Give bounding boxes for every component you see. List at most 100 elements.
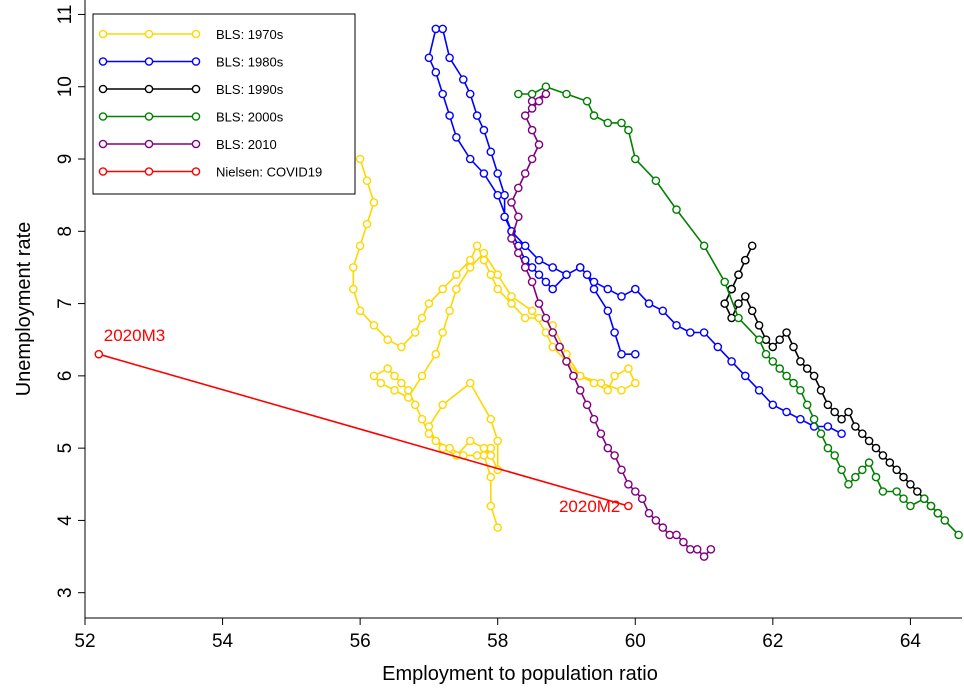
data-point [452, 270, 461, 280]
data-point [403, 393, 413, 402]
data-point [534, 96, 544, 106]
data-point [555, 342, 564, 352]
data-point [796, 385, 805, 395]
legend-box [92, 13, 356, 195]
data-point [837, 429, 846, 439]
data-point [479, 169, 489, 178]
data-point [486, 147, 496, 157]
data-point [424, 422, 434, 431]
data-point [493, 436, 503, 446]
data-point [830, 407, 840, 417]
data-point [520, 241, 530, 251]
data-point [610, 451, 619, 460]
data-point [906, 501, 915, 511]
data-point [603, 385, 613, 395]
data-point [747, 241, 757, 251]
plot-series [94, 24, 963, 561]
data-point [624, 479, 633, 489]
annotation-label: 2020M3 [104, 326, 165, 345]
data-point [514, 183, 523, 193]
data-point [651, 176, 661, 185]
data-point [775, 335, 785, 345]
data-point [445, 111, 454, 120]
data-point [871, 443, 881, 453]
data-point [438, 443, 448, 453]
legend-marker [191, 167, 201, 176]
data-point [768, 342, 778, 352]
data-point [479, 255, 489, 265]
x-axis-title: Employment to population ratio [382, 663, 658, 685]
legend-marker [191, 57, 201, 66]
data-point [816, 385, 826, 395]
data-point [534, 140, 544, 149]
data-point [465, 89, 475, 99]
data-point [589, 414, 599, 424]
data-point [589, 284, 599, 294]
legend-label: BLS: 2000s [216, 110, 284, 125]
data-point [754, 335, 764, 345]
data-point [658, 306, 668, 316]
data-point [637, 494, 647, 504]
data-point [692, 545, 702, 554]
legend-marker [98, 139, 108, 149]
data-point [844, 407, 853, 417]
data-point [644, 508, 654, 518]
legend-marker [98, 29, 108, 39]
legend-marker [191, 112, 201, 121]
annotation-label: 2020M2 [559, 497, 620, 516]
data-point [864, 458, 874, 467]
data-point [369, 371, 379, 381]
series-3 [514, 82, 963, 540]
data-point [741, 292, 750, 301]
data-point [465, 154, 475, 164]
data-point [355, 241, 365, 251]
data-point [514, 248, 523, 258]
data-point [802, 400, 812, 410]
y-tick-label: 11 [55, 5, 76, 25]
data-point [631, 349, 640, 359]
data-point [720, 277, 730, 287]
data-point [548, 328, 558, 337]
data-point [699, 328, 709, 337]
data-point [823, 400, 833, 410]
data-point [789, 378, 798, 388]
data-point [527, 277, 537, 287]
data-point [348, 284, 358, 294]
data-point [527, 96, 537, 106]
data-point [610, 371, 619, 381]
data-point [493, 169, 503, 178]
data-point [672, 530, 681, 540]
data-point [617, 465, 626, 475]
data-point [431, 349, 441, 359]
data-point [761, 349, 771, 359]
legend-marker [144, 139, 154, 149]
data-point [369, 198, 379, 207]
data-point [486, 443, 496, 453]
data-point [562, 89, 571, 99]
data-point [541, 82, 551, 91]
data-point [362, 219, 372, 229]
data-point [520, 111, 530, 120]
data-point [892, 465, 902, 475]
data-point [871, 472, 881, 482]
data-point [362, 176, 372, 185]
data-point [796, 357, 805, 366]
data-point [417, 313, 427, 323]
data-point [686, 545, 695, 554]
data-point [479, 125, 489, 135]
data-point [500, 190, 509, 200]
data-point [754, 320, 764, 330]
data-point [390, 371, 399, 381]
data-point [589, 378, 599, 388]
data-point [775, 364, 785, 373]
data-point [493, 190, 503, 200]
data-point [720, 299, 730, 308]
legend-marker [144, 112, 154, 121]
x-tick-label: 52 [74, 631, 95, 652]
data-point [582, 400, 592, 410]
data-point [782, 371, 791, 381]
data-point [699, 241, 709, 251]
series-5 [94, 349, 633, 511]
data-point [926, 501, 936, 511]
